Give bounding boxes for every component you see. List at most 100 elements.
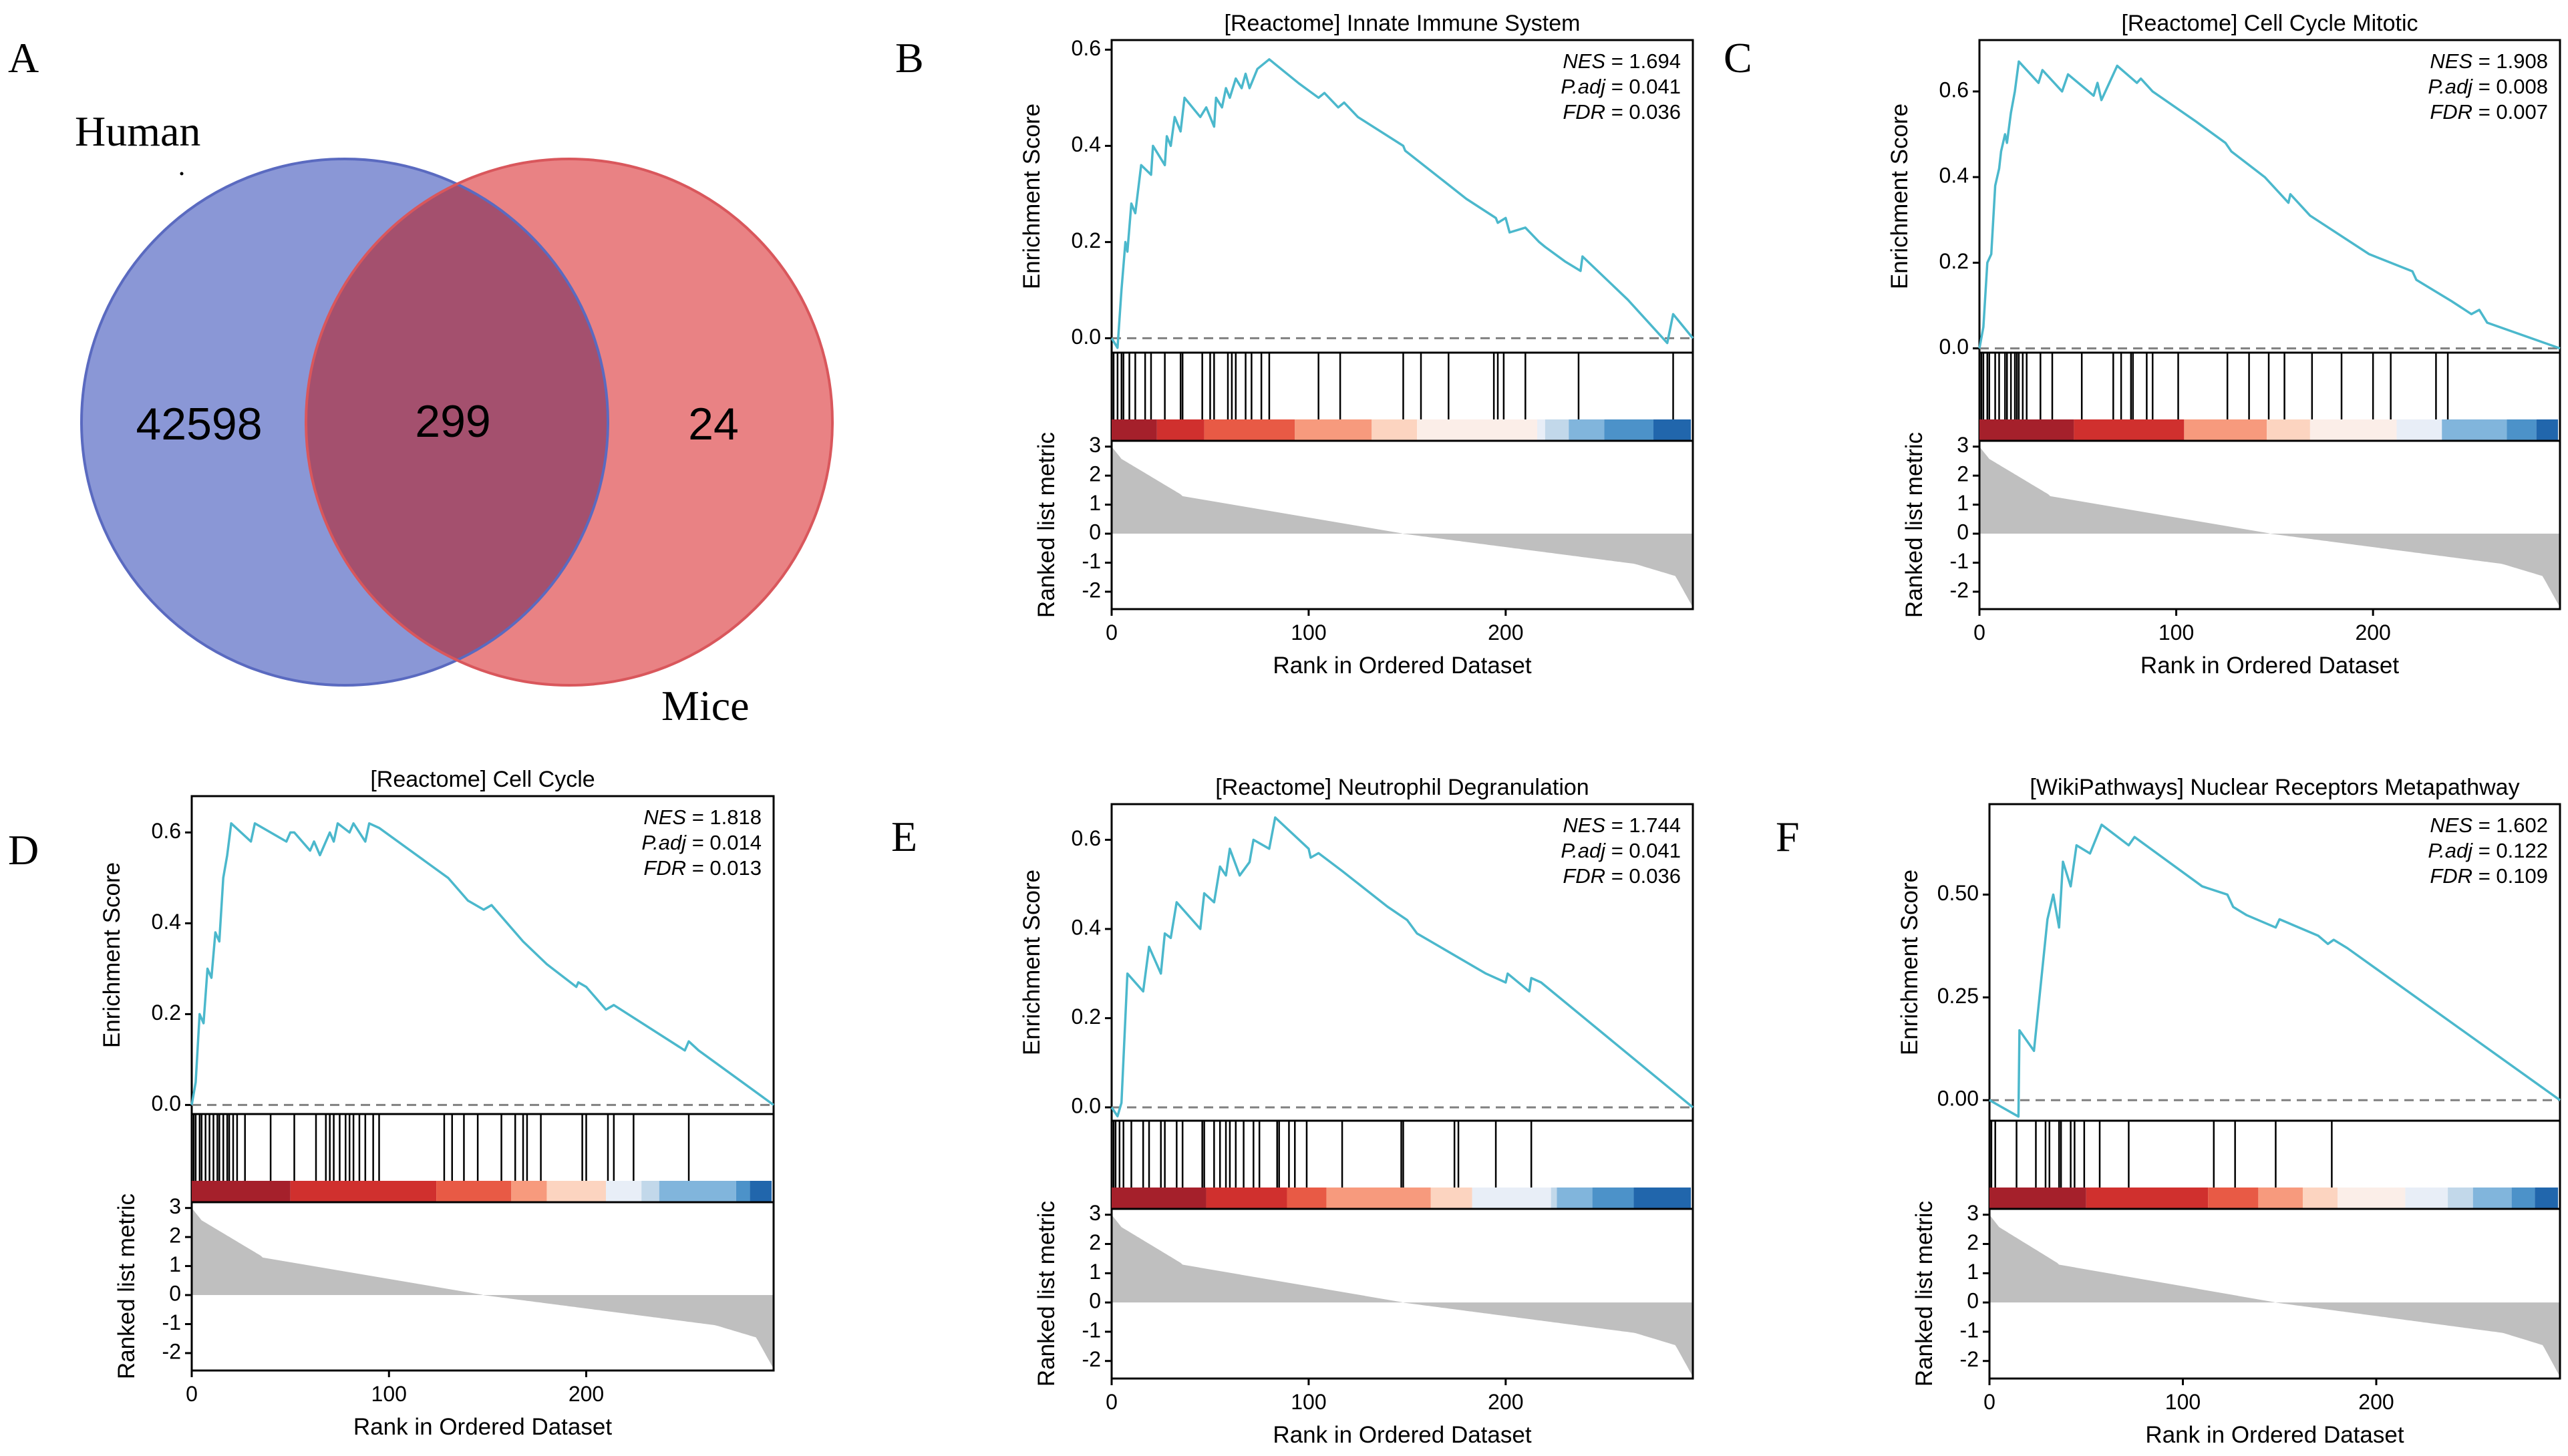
venn-count-intersection: 299 <box>415 396 490 447</box>
rank-heatmap-segment <box>2405 1188 2448 1209</box>
stat-nes: NES = 1.908 <box>2430 49 2548 73</box>
rank-heatmap-segment <box>2267 419 2310 441</box>
rank-heatmap-segment <box>1156 419 1205 441</box>
rank-heatmap-segment <box>2507 419 2537 441</box>
rank-heatmap-segment <box>1633 1188 1692 1209</box>
stat-fdr: FDR = 0.109 <box>2430 864 2548 888</box>
stat-equals: = <box>1605 75 1629 98</box>
gsea-panel-b: B [Reactome] Innate Immune System NES = 1.… <box>895 11 1694 679</box>
rank-heatmap-segment <box>2442 419 2507 441</box>
xtick-label: 0 <box>186 1382 198 1406</box>
es-ytick-label: 0.6 <box>1072 826 1101 850</box>
xtick-label: 0 <box>1106 620 1118 645</box>
chart-title: [WikiPathways] Nuclear Receptors Metapat… <box>2030 775 2519 800</box>
xtick-label: 100 <box>371 1382 407 1406</box>
rank-heatmap-segment <box>546 1181 607 1202</box>
xtick-label: 200 <box>2358 1390 2394 1414</box>
stat-padj: P.adj = 0.041 <box>1561 839 1681 862</box>
venn-diagram: A Human 42598 299 24 Mice <box>8 34 834 729</box>
rank-heatmap-segment <box>1206 1188 1287 1209</box>
rank-heatmap-segment <box>2309 419 2397 441</box>
rank-heatmap-segment <box>1326 1188 1431 1209</box>
metric-ytick-label: -1 <box>162 1310 181 1334</box>
metric-ytick-label: 0 <box>169 1281 181 1305</box>
metric-ylabel: Ranked list metric <box>1911 1201 1937 1387</box>
rank-heatmap-segment <box>436 1181 512 1202</box>
rank-heatmap-segment <box>2074 419 2185 441</box>
metric-ytick-label: -1 <box>1960 1318 1979 1342</box>
stat-padj: P.adj = 0.014 <box>641 831 762 854</box>
metric-axes-frame <box>1978 439 2561 610</box>
stat-equals: = <box>2472 864 2496 888</box>
metric-axes-frame <box>1110 439 1694 610</box>
xtick-label: 200 <box>2355 620 2390 645</box>
stat-fdr: FDR = 0.013 <box>643 856 762 880</box>
stat-label: P.adj <box>2428 75 2473 98</box>
rank-heatmap-segment <box>192 1181 291 1202</box>
metric-ytick-label: 2 <box>1089 462 1101 486</box>
panel-letter-a: A <box>8 34 39 81</box>
rank-heatmap-segment <box>2511 1188 2535 1209</box>
x-axis-label: Rank in Ordered Dataset <box>1273 1422 1531 1448</box>
panel-letter-e: E <box>891 813 917 860</box>
es-ytick-label: 0.6 <box>1072 36 1101 60</box>
running-es-line <box>1978 60 2561 350</box>
ranked-metric-area <box>1989 1214 2560 1377</box>
stat-nes: NES = 1.744 <box>1563 813 1681 837</box>
x-axis-label: Rank in Ordered Dataset <box>353 1414 612 1440</box>
rank-heatmap-segment <box>1604 419 1654 441</box>
metric-ytick-label: 1 <box>1967 1260 1979 1284</box>
stat-value: 0.036 <box>1629 100 1681 124</box>
rank-heatmap-segment <box>1592 1188 1634 1209</box>
rank-heatmap-segment <box>290 1181 437 1202</box>
rank-heatmap-segment <box>2472 1188 2512 1209</box>
chart-title: [Reactome] Neutrophil Degranulation <box>1215 775 1589 800</box>
stat-value: 1.602 <box>2496 813 2548 837</box>
stat-padj: P.adj = 0.041 <box>1561 75 1681 98</box>
stat-equals: = <box>2472 813 2496 837</box>
es-ytick-label: 0.2 <box>1072 228 1101 252</box>
metric-axes-frame <box>1110 1208 1694 1380</box>
ranked-metric-area <box>1979 446 2560 608</box>
stat-label: NES <box>1563 49 1605 73</box>
ranked-metric-area <box>192 1208 774 1369</box>
es-ylabel: Enrichment Score <box>1897 870 1923 1055</box>
stat-fdr: FDR = 0.036 <box>1563 100 1681 124</box>
stat-label: NES <box>2430 813 2472 837</box>
rank-heatmap-segment <box>1569 419 1605 441</box>
metric-ytick-label: -2 <box>162 1339 181 1363</box>
stat-label: NES <box>1563 813 1605 837</box>
rank-heatmap-segment <box>2208 1188 2259 1209</box>
panel-letter-f: F <box>1776 813 1800 860</box>
rank-heatmap-segment <box>2302 1188 2338 1209</box>
rank-heatmap-segment <box>2535 1188 2559 1209</box>
xtick-label: 100 <box>2158 620 2194 645</box>
stat-value: 0.014 <box>709 831 762 854</box>
stat-fdr: FDR = 0.036 <box>1563 864 1681 888</box>
running-es-line <box>1110 816 1694 1118</box>
metric-ylabel: Ranked list metric <box>1033 1201 1060 1387</box>
running-es-line <box>1989 824 2561 1118</box>
rank-heatmap-segment <box>1989 1188 2086 1209</box>
rank-heatmap-segment <box>641 1181 659 1202</box>
stat-label: FDR <box>1563 100 1605 124</box>
stat-label: P.adj <box>1561 839 1606 862</box>
metric-ytick-label: 2 <box>1967 1230 1979 1254</box>
venn-label-marker <box>180 172 184 176</box>
rank-heatmap-segment <box>2448 1188 2473 1209</box>
chart-title: [Reactome] Cell Cycle <box>370 767 595 792</box>
stat-equals: = <box>686 805 709 829</box>
running-es-line <box>1110 58 1694 349</box>
venn-human-outline <box>80 158 609 687</box>
metric-ytick-label: -2 <box>1082 578 1101 602</box>
metric-ylabel: Ranked list metric <box>114 1194 140 1379</box>
rank-heatmap-segment <box>1551 1188 1557 1209</box>
stat-equals: = <box>1605 864 1629 888</box>
xtick-label: 0 <box>1973 620 1985 645</box>
x-axis-label: Rank in Ordered Dataset <box>2145 1422 2404 1448</box>
stat-equals: = <box>2472 75 2496 98</box>
metric-ytick-label: 1 <box>1957 491 1969 515</box>
stat-label: P.adj <box>641 831 687 854</box>
metric-ytick-label: -2 <box>1950 578 1969 602</box>
